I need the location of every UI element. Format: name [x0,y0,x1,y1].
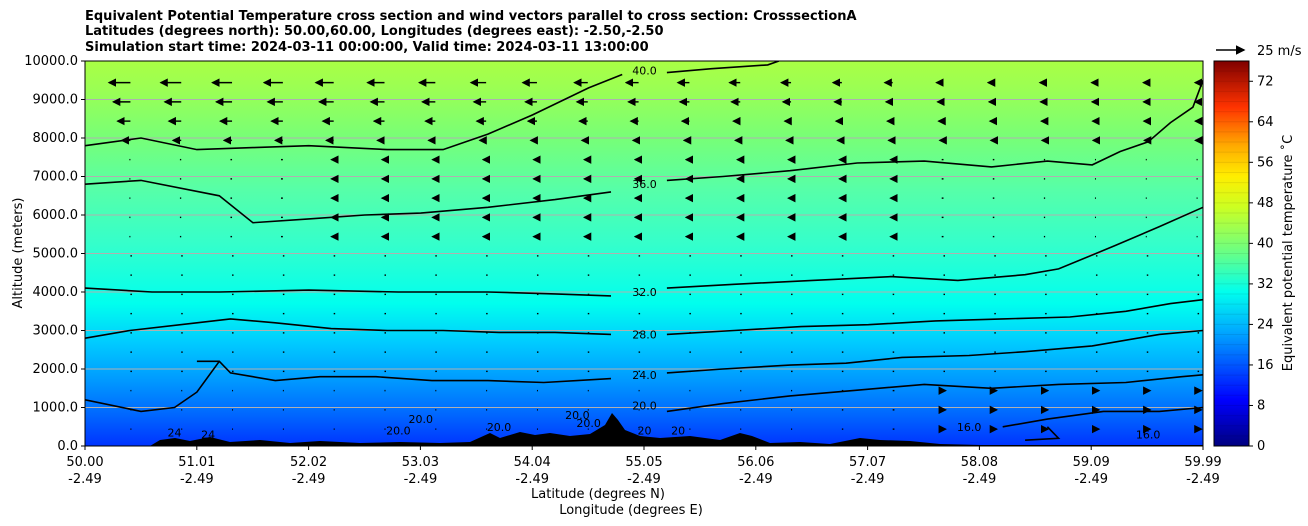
contour-line [85,318,612,339]
contour-label: 28.0 [632,328,657,341]
x-tick-label: 55.05 [625,455,662,470]
contour-line [196,360,612,384]
x-tick-label-longitude: -2.49 [739,472,773,487]
contour-line [666,374,1203,413]
x-tick-label: 59.09 [1073,455,1110,470]
contour-label: 20.0 [487,421,512,434]
colorbar-tick-label: 48 [1257,196,1274,211]
contour-label: 24.0 [632,369,657,382]
terrain-profile [150,413,1203,446]
contour-label: 16.0 [1136,428,1161,441]
y-tick-label: 4000.0 [33,285,79,300]
x-tick-label-longitude: -2.49 [515,472,549,487]
x-tick-label: 50.00 [66,455,103,470]
y-axis-ticks: 0.0 1000.0 2000.0 3000.0 4000.0 5000.0 6000.0 7… [24,54,85,454]
chart-title-line-3: Simulation start time: 2024-03-11 00:00:… [85,40,649,55]
contour-label: 20.0 [408,413,433,426]
contour-label: 36.0 [632,178,657,191]
colorbar-tick-label: 64 [1257,115,1274,130]
contour-label: 32.0 [632,286,657,299]
contour-line [1002,406,1203,428]
wind-reference-label: 25 m/s [1257,44,1302,59]
colorbar-tick-label: 8 [1257,398,1265,413]
contour-label: 20.0 [632,400,657,413]
wind-vectors [107,78,1203,434]
y-tick-label: 10000.0 [24,54,78,69]
x-tick-label-longitude: -2.49 [1186,472,1220,487]
colorbar-tick-label: 72 [1257,74,1274,89]
y-tick-label: 9000.0 [33,93,79,108]
x-tick-label: 51.01 [178,455,215,470]
x-tick-label-longitude: -2.49 [627,472,661,487]
contour-label: 20.0 [576,417,601,430]
chart-title-line-2: Latitudes (degrees north): 50.00,60.00, … [85,24,664,39]
x-axis-label: Latitude (degrees N) [531,487,665,502]
x-tick-label-longitude: -2.49 [404,472,438,487]
x-axis-label-2: Longitude (degrees E) [559,503,703,518]
x-tick-label: 52.02 [290,455,327,470]
y-tick-label: 1000.0 [33,401,79,416]
contour-labels: 40.036.032.028.024.020.020.020.020.0 20.0… [168,65,1161,442]
x-tick-label: 54.04 [514,455,551,470]
y-tick-label: 6000.0 [33,208,79,223]
y-tick-label: 2000.0 [33,362,79,377]
contour-label: 20.0 [565,409,590,422]
colorbar-tick-label: 24 [1257,317,1274,332]
contour-label: 20.0 [386,425,411,438]
colorbar-tick-label: 40 [1257,236,1274,251]
colorbar-tick-label: 0 [1257,439,1265,454]
x-tick-label: 59.99 [1184,455,1221,470]
y-tick-label: 0.0 [57,439,78,454]
contour-line [666,206,1203,289]
x-tick-label: 58.08 [961,455,998,470]
contour-line [666,329,1203,374]
y-axis-label: Altitude (meters) [11,198,26,309]
x-tick-label-longitude: -2.49 [963,472,997,487]
y-tick-label: 7000.0 [33,170,79,185]
contour-label: 24 [168,427,182,440]
contour-line [1025,426,1061,441]
contour-line [85,179,612,224]
colorbar-tick-label: 32 [1257,277,1274,292]
x-tick-label-longitude: -2.49 [180,472,214,487]
x-tick-label-longitude: -2.49 [851,472,885,487]
chart-title-line-1: Equivalent Potential Temperature cross s… [85,9,857,24]
contour-line [85,73,623,151]
y-tick-label: 8000.0 [33,131,79,146]
contour-label: 16.0 [957,421,982,434]
contour-line [666,80,1203,182]
contour-line [666,61,780,74]
grid-lines [85,99,1203,408]
contour-label: 20 [671,425,685,438]
x-tick-label-longitude: -2.49 [68,472,102,487]
colorbar-ticks: 0 8 16 24 32 40 48 56 64 72 [1214,70,1274,454]
contour-line [85,287,612,297]
x-tick-label: 53.03 [402,455,439,470]
x-tick-label: 56.06 [737,455,774,470]
x-tick-label-longitude: -2.49 [1074,472,1108,487]
y-tick-label: 3000.0 [33,324,79,339]
contour-label: 24 [201,428,215,441]
x-tick-label-longitude: -2.49 [292,472,326,487]
colorbar [1213,60,1250,447]
x-tick-label: 57.07 [849,455,886,470]
contour-label: 40.0 [632,65,657,78]
y-tick-label: 5000.0 [33,247,79,262]
contour-lines [85,61,1203,441]
contour-label: 20 [638,425,652,438]
colorbar-tick-label: 16 [1257,358,1274,373]
contour-line [85,360,220,413]
colorbar-tick-label: 56 [1257,155,1274,170]
x-axis-ticks: 50.00 -2.49 51.01 -2.49 52.02 -2.49 53.03 -2.49… [66,446,1222,487]
colorbar-label: Equivalent potential temperature ˚C [1280,135,1296,371]
contour-line [666,298,1203,336]
